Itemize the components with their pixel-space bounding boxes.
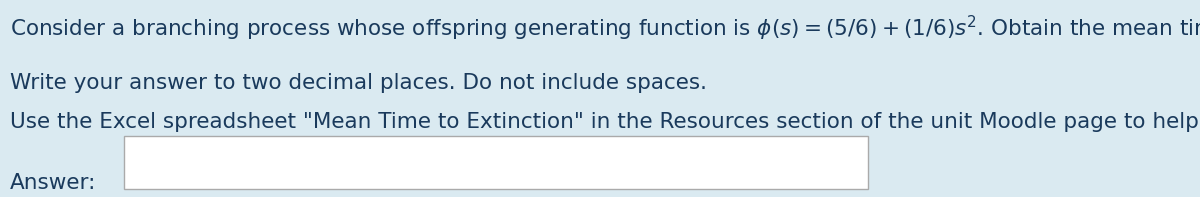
Text: Answer:: Answer:	[10, 173, 96, 193]
Text: Use the Excel spreadsheet "Mean Time to Extinction" in the Resources section of : Use the Excel spreadsheet "Mean Time to …	[10, 112, 1200, 132]
Text: Write your answer to two decimal places. Do not include spaces.: Write your answer to two decimal places.…	[10, 73, 707, 93]
Text: Consider a branching process whose offspring generating function is $\phi(s) = (: Consider a branching process whose offsp…	[10, 14, 1200, 43]
FancyBboxPatch shape	[124, 136, 868, 189]
